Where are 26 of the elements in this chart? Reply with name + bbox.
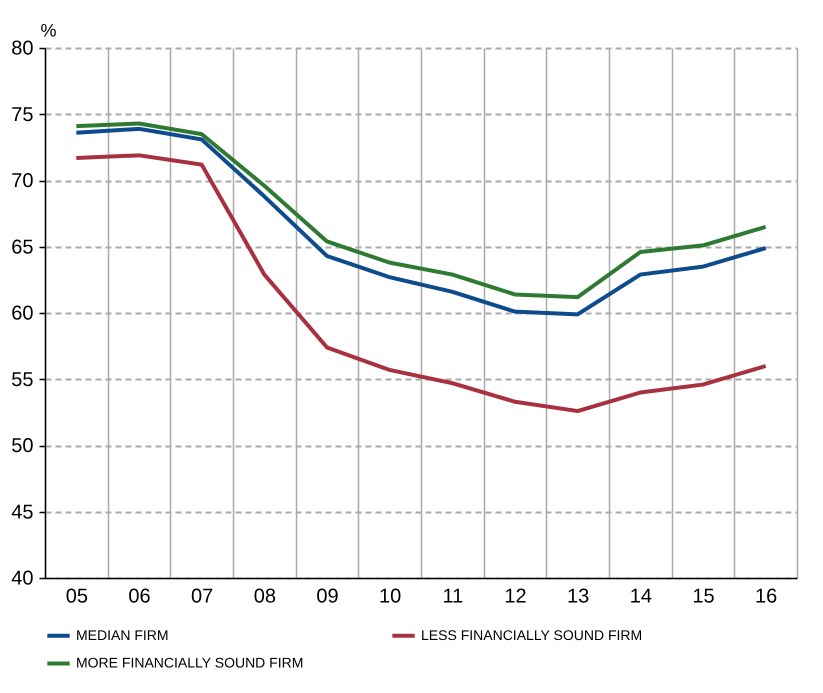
x-tick-label: 10 [379, 586, 402, 608]
y-tick-label: 75 [11, 104, 34, 126]
y-tick-label: 55 [11, 368, 34, 391]
x-tick-label: 08 [254, 586, 276, 608]
y-tick-label: 50 [11, 435, 34, 457]
y-tick-label: 45 [11, 501, 34, 524]
y-tick-label: 65 [11, 236, 34, 258]
x-tick-label: 12 [504, 586, 527, 608]
x-tick-label: 09 [316, 586, 339, 608]
y-tick-label: 40 [11, 568, 34, 590]
y-axis-title: % [40, 20, 57, 40]
x-tick-label: 15 [692, 586, 715, 608]
legend-label: LESS FINANCIALLY SOUND FIRM [421, 626, 642, 643]
x-tick-label: 11 [442, 586, 464, 608]
x-tick-label: 13 [567, 586, 590, 608]
line-series [74, 153, 768, 414]
legend-label: MORE FINANCIALLY SOUND FIRM [76, 654, 304, 670]
x-tick-label: 07 [191, 586, 214, 608]
x-tick-label: 05 [66, 586, 88, 608]
x-tick-label: 16 [755, 586, 778, 608]
y-tick-label: 80 [11, 38, 34, 60]
y-tick-label: 60 [11, 302, 34, 324]
legend-label: MEDIAN FIRM [76, 626, 169, 643]
x-tick-label: 06 [128, 586, 151, 608]
x-tick-label: 14 [630, 586, 652, 608]
y-tick-label: 70 [11, 170, 34, 192]
